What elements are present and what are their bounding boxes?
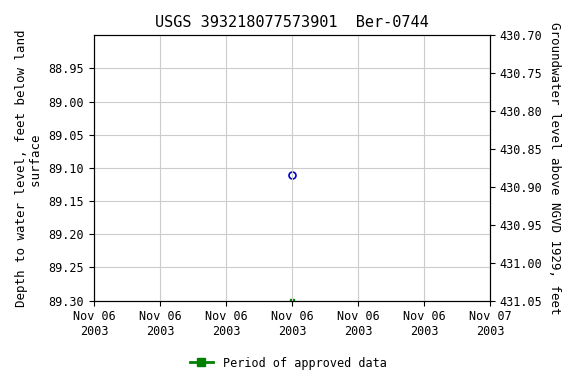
Legend: Period of approved data: Period of approved data (185, 352, 391, 374)
Y-axis label: Depth to water level, feet below land
  surface: Depth to water level, feet below land su… (15, 29, 43, 307)
Y-axis label: Groundwater level above NGVD 1929, feet: Groundwater level above NGVD 1929, feet (548, 22, 561, 314)
Title: USGS 393218077573901  Ber-0744: USGS 393218077573901 Ber-0744 (155, 15, 429, 30)
